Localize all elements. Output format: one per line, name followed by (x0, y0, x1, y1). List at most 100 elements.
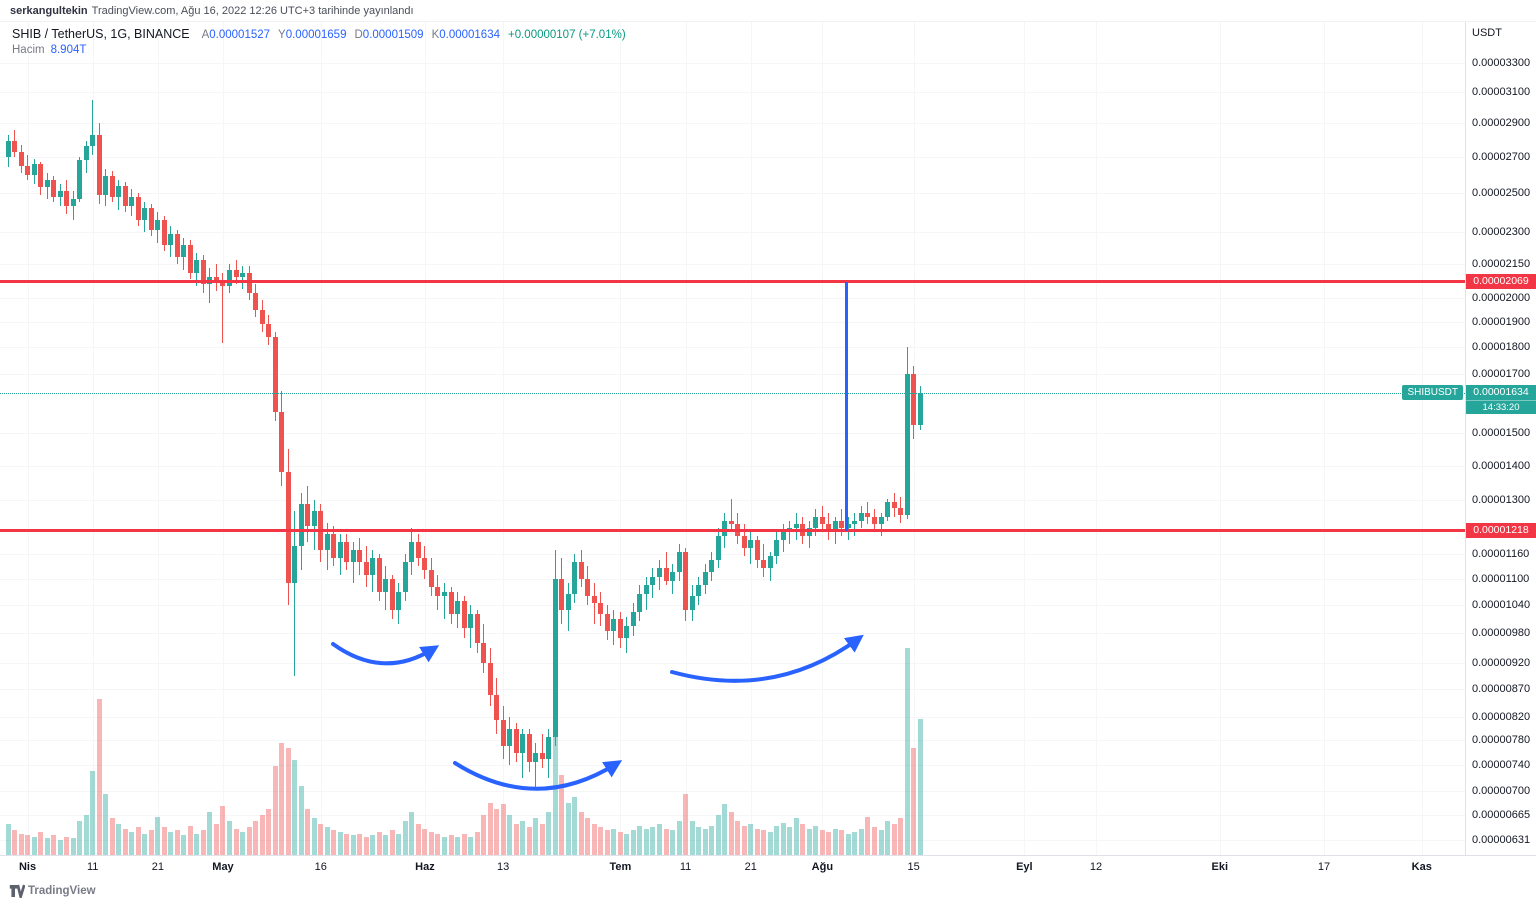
tradingview-watermark-text[interactable]: TradingView (28, 885, 96, 897)
grid-line-vertical (1024, 22, 1026, 855)
volume-bar (455, 836, 461, 855)
candle-body (748, 539, 754, 548)
volume-bar (331, 830, 337, 855)
candle-body (305, 503, 311, 527)
grid-line-vertical (157, 22, 159, 855)
volume-bar (839, 830, 845, 855)
volume-bar (507, 815, 513, 855)
candle-body (670, 572, 676, 581)
time-tick-label: 17 (1317, 861, 1331, 873)
candle-body (213, 277, 219, 282)
candle-body (761, 560, 767, 569)
volume-bar (546, 812, 552, 855)
price-chart-canvas[interactable]: SHIB / TetherUS, 1G, BINANCE A0.00001527 Y… (0, 22, 1465, 855)
candle-body (448, 591, 454, 615)
price-tick-label: 0.00002900 (1472, 117, 1531, 130)
candle-body (474, 614, 480, 643)
chart-legend: SHIB / TetherUS, 1G, BINANCE A0.00001527 Y… (12, 27, 626, 56)
volume-bar (311, 818, 317, 855)
candle-body (650, 576, 656, 586)
candle-body (767, 555, 773, 569)
candle-body (630, 612, 636, 626)
candle-wick (750, 532, 752, 565)
volume-bar (25, 835, 31, 855)
volume-bar (240, 832, 246, 855)
candle-body (487, 662, 493, 695)
candle-body (77, 160, 83, 199)
candle-body (200, 259, 206, 284)
volume-bar (917, 718, 923, 855)
candle-body (402, 562, 408, 592)
candle-body (51, 180, 57, 197)
price-tick-label: 0.00001160 (1472, 547, 1530, 560)
candle-body (272, 337, 278, 412)
price-level-badge: 0.00002069 (1466, 274, 1536, 290)
candle-body (611, 618, 617, 631)
candle-body (396, 591, 402, 610)
price-tick-label: 0.00000920 (1472, 656, 1531, 669)
price-tick-label: 0.00001100 (1472, 572, 1530, 585)
candle-wick (854, 513, 856, 536)
grid-line-horizontal (0, 263, 1465, 265)
candle-body (904, 374, 910, 515)
volume-bar (604, 830, 610, 855)
candle-body (461, 600, 467, 629)
candle-body (57, 191, 63, 197)
price-axis[interactable]: USDT 0.00001634 14:33:20 0.00003300 0.000… (1465, 22, 1536, 855)
volume-bar (409, 812, 415, 855)
time-tick-label: Ağu (811, 861, 834, 873)
price-tick-label: 0.00000820 (1472, 710, 1531, 723)
candle-body (819, 516, 825, 525)
volume-bar (793, 818, 799, 855)
legend-row-volume: Hacim 8.904T (12, 44, 626, 56)
volume-bar (643, 828, 649, 855)
volume-bar (513, 824, 519, 855)
grid-line-horizontal (0, 840, 1465, 842)
candle-body (526, 734, 532, 762)
last-price-line (0, 392, 1465, 394)
volume-bar (31, 836, 37, 855)
time-tick-label: Eki (1211, 861, 1229, 873)
price-tick-label: 0.00001040 (1472, 599, 1531, 612)
volume-bar (689, 821, 695, 855)
time-axis[interactable]: Nis 11 21 May 16 Haz 13 Tem 11 21 Ağu 15 Eyl 12 Eki 17 K… (0, 855, 1536, 879)
candle-wick (294, 511, 296, 676)
publish-info-bar: serkangultekin TradingView.com, Ağu 16, 2… (0, 0, 1536, 22)
candle-body (129, 196, 135, 207)
tradingview-logo-icon[interactable] (9, 884, 26, 903)
symbol-title[interactable]: SHIB / TetherUS, 1G, BINANCE (12, 27, 190, 41)
volume-bar (38, 832, 44, 855)
volume-bar (389, 830, 395, 855)
grid-line-horizontal (0, 815, 1465, 817)
candle-body (285, 472, 291, 584)
candle-body (135, 196, 141, 221)
volume-bar (722, 804, 728, 855)
volume-bar (806, 828, 812, 855)
grid-line-vertical (1219, 22, 1221, 855)
candle-body (774, 539, 780, 556)
candle-body (826, 524, 832, 533)
candle-body (337, 541, 343, 558)
volume-bar (442, 836, 447, 855)
price-tick-label: 0.00000980 (1472, 627, 1531, 640)
price-tick-label: 0.00002700 (1472, 150, 1531, 163)
candle-body (435, 587, 441, 597)
time-tick-label: 21 (151, 861, 164, 873)
candle-body (64, 191, 70, 207)
candle-body (533, 752, 539, 762)
candle-body (455, 600, 461, 615)
countdown-timer: 14:33:20 (1466, 400, 1536, 415)
volume-bar (246, 827, 252, 855)
candle-body (370, 557, 376, 575)
candle-body (793, 524, 799, 529)
volume-bar (213, 824, 219, 855)
volume-bar (448, 835, 454, 855)
publish-info: TradingView.com, Ağu 16, 2022 12:26 UTC+… (91, 5, 414, 17)
volume-bar (5, 824, 11, 855)
candle-body (31, 163, 37, 175)
volume-bar (64, 836, 70, 855)
volume-bar (83, 815, 89, 855)
candle-wick (444, 583, 445, 619)
candle-wick (535, 743, 537, 788)
volume-bar (77, 821, 83, 855)
